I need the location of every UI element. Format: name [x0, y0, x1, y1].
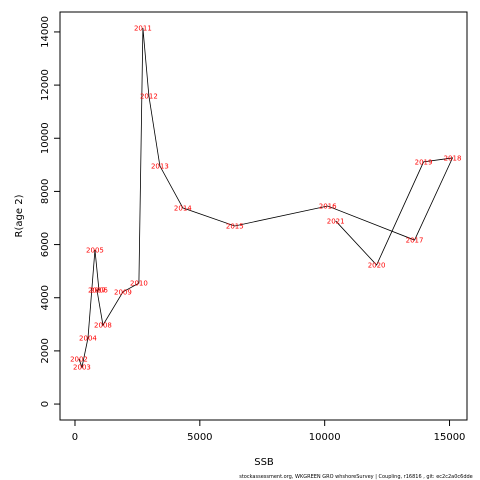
point-label: 2012: [140, 92, 158, 100]
point-label: 2014: [174, 204, 192, 212]
y-tick-label: 0: [40, 401, 51, 407]
point-label: 2008: [94, 322, 112, 330]
footer: stockassessment.org, WKGREEN GRO whshore…: [239, 474, 473, 480]
x-axis-label: SSB: [254, 457, 274, 468]
point-label: 2011: [134, 24, 152, 32]
point-label: 2013: [151, 162, 169, 170]
y-tick-label: 2000: [40, 338, 51, 363]
point-label: 2018: [444, 154, 462, 162]
y-tick-label: 4000: [40, 285, 51, 310]
data-line: [78, 27, 454, 369]
x-tick-label: 10000: [309, 432, 341, 443]
y-tick-label: 10000: [40, 122, 51, 154]
point-label: 2007: [88, 287, 106, 295]
y-axis-label: R(age 2): [14, 194, 25, 237]
x-tick-label: 15000: [434, 432, 466, 443]
y-tick-label: 14000: [40, 16, 51, 48]
y-tick-label: 6000: [40, 232, 51, 257]
point-label: 2009: [114, 288, 132, 296]
point-label: 2016: [319, 203, 337, 211]
x-tick-label: 5000: [187, 432, 212, 443]
point-label: 2004: [79, 335, 97, 343]
plot-box: [59, 11, 468, 421]
point-label: 2021: [327, 217, 345, 225]
point-label: 2002: [70, 356, 88, 364]
x-tick-label: 0: [72, 432, 78, 443]
point-label: 2010: [130, 280, 148, 288]
point-label: 2006: [90, 287, 108, 295]
point-label: 2017: [406, 237, 424, 245]
point-label: 2003: [73, 364, 91, 372]
point-label: 2020: [368, 262, 386, 270]
point-label: 2019: [415, 158, 433, 166]
point-label: 2005: [86, 246, 104, 254]
point-label: 2015: [226, 222, 244, 230]
y-tick-label: 8000: [40, 179, 51, 204]
y-tick-label: 12000: [40, 69, 51, 101]
